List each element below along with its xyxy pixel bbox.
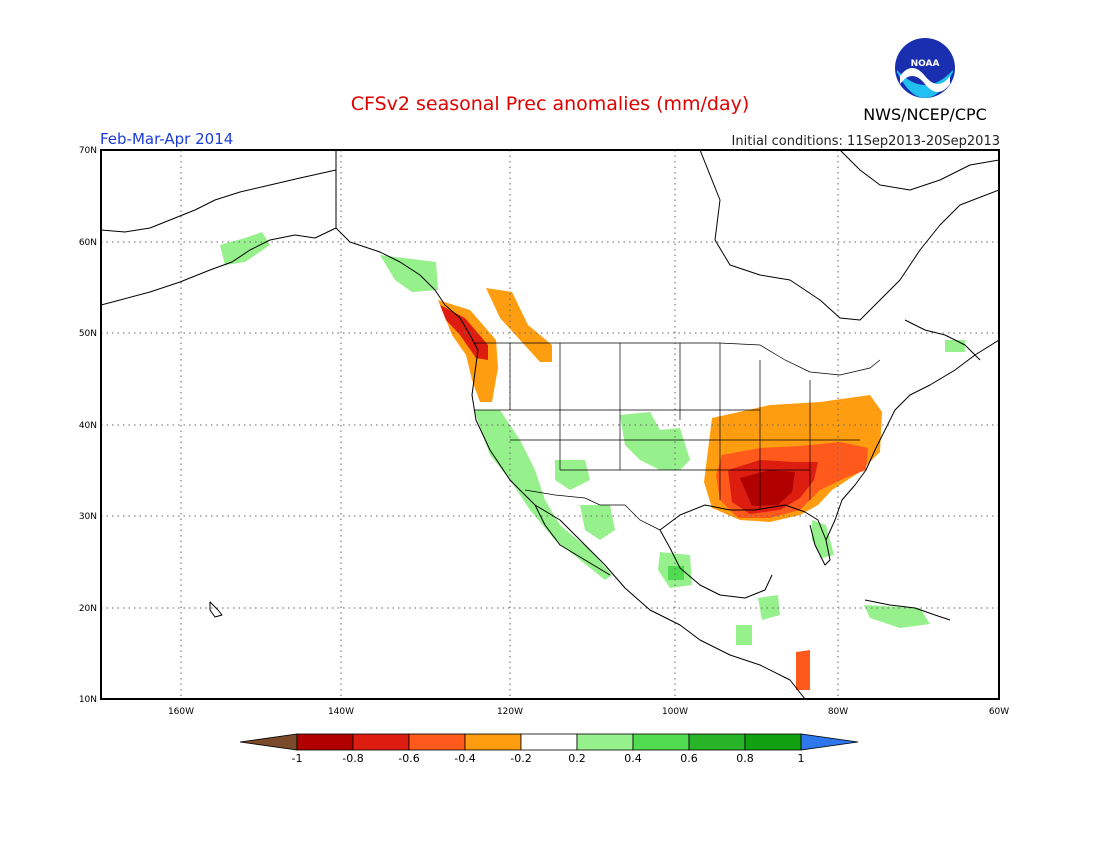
season-label: Feb-Mar-Apr 2014 (100, 130, 233, 148)
anomaly-mexico-green (580, 505, 615, 540)
anomaly-arizona-green (555, 460, 590, 490)
lat-tick: 50N (79, 329, 97, 339)
anomaly-caribbean-green (758, 595, 780, 620)
hawaii-coast (209, 601, 223, 618)
map-panel (100, 149, 1000, 700)
atlantic-coastline (825, 339, 999, 541)
colorbar-tick-label: -0.6 (398, 752, 419, 765)
anomaly-antilles-green (864, 605, 930, 628)
gulf-coast-mexico (659, 529, 773, 599)
colorbar-segment (520, 733, 578, 751)
arctic-islands-coast (839, 150, 999, 191)
lon-tick: 60W (989, 707, 1009, 717)
anomaly-gulf-strong-green (668, 566, 684, 580)
lat-tick: 30N (79, 512, 97, 522)
us-mexico-border (524, 489, 661, 531)
state-borders-horizontal (475, 409, 860, 471)
colorbar-segment (464, 733, 522, 751)
us-canada-border (475, 342, 881, 376)
anomaly-rockies-orange (486, 288, 552, 362)
lon-tick: 140W (328, 707, 354, 717)
colorbar-tick-label: -0.8 (342, 752, 363, 765)
lon-tick-labels: 160W 140W 120W 100W 80W 60W (168, 707, 1009, 717)
agency-label: NWS/NCEP/CPC (863, 105, 987, 124)
greater-antilles-coast (864, 599, 951, 621)
noaa-logo: NOAA (895, 38, 955, 98)
lon-tick: 80W (828, 707, 848, 717)
colorbar: -1 -0.8 -0.6 -0.4 -0.2 0.2 0.4 0.6 0.8 1 (239, 733, 859, 765)
lon-tick: 160W (168, 707, 194, 717)
map-frame (100, 149, 1000, 700)
gulf-coast-us (659, 504, 831, 566)
anomaly-centralamerica-red (796, 650, 810, 690)
lat-tick: 40N (79, 421, 97, 431)
anomaly-newfoundland-green (945, 340, 965, 352)
chart-title: CFSv2 seasonal Prec anomalies (mm/day) (351, 93, 750, 115)
colorbar-arrow-right (800, 733, 859, 751)
colorbar-tick-label: -0.4 (454, 752, 475, 765)
labrador-coast (904, 319, 981, 361)
lat-tick: 70N (79, 146, 97, 156)
pacific-coastline (335, 150, 806, 699)
colorbar-arrow-left (239, 733, 298, 751)
colorbar-tick-label: 0.8 (736, 752, 754, 765)
colorbar-tick-label: 0.2 (568, 752, 586, 765)
colorbar-tick-label: 0.4 (624, 752, 642, 765)
colorbar-segment (352, 733, 410, 751)
lat-tick: 20N (79, 604, 97, 614)
colorbar-tick-label: -0.2 (510, 752, 531, 765)
lat-tick: 10N (79, 695, 97, 705)
anomaly-florida-green (812, 520, 834, 558)
anomaly-alaska-green (380, 255, 438, 292)
state-borders (509, 343, 811, 510)
anomaly-southwest-green (474, 410, 612, 580)
colorbar-tick-label: -1 (292, 752, 303, 765)
lon-tick: 120W (497, 707, 523, 717)
colorbar-segment (632, 733, 690, 751)
colorbar-segment (744, 733, 802, 751)
colorbar-segment (296, 733, 354, 751)
noaa-logo-gull-icon (900, 68, 950, 92)
anomaly-centralamerica-green (736, 625, 752, 645)
baja-coastline (534, 504, 611, 576)
political-borders (475, 342, 881, 531)
coastlines (101, 150, 999, 699)
colorbar-segment (576, 733, 634, 751)
alaska-south-coast (101, 227, 337, 306)
anomaly-texas-green (620, 412, 690, 470)
anomaly-westalaska-green (220, 232, 270, 265)
lat-tick: 60N (79, 238, 97, 248)
colorbar-tick-label: 1 (798, 752, 805, 765)
colorbar-tick-label: 0.6 (680, 752, 698, 765)
colorbar-segment (408, 733, 466, 751)
noaa-logo-text: NOAA (911, 59, 940, 69)
lon-tick: 100W (662, 707, 688, 717)
lat-tick-labels: 70N 60N 50N 40N 30N 20N 10N (79, 146, 97, 705)
colorbar-segment (688, 733, 746, 751)
graticule (101, 150, 999, 699)
alaska-north-coast (101, 169, 337, 233)
hudson-bay-coast (699, 150, 999, 321)
initial-conditions-label: Initial conditions: 11Sep2013-20Sep2013 (732, 134, 1000, 149)
anomaly-southeast-darkred (740, 470, 795, 506)
